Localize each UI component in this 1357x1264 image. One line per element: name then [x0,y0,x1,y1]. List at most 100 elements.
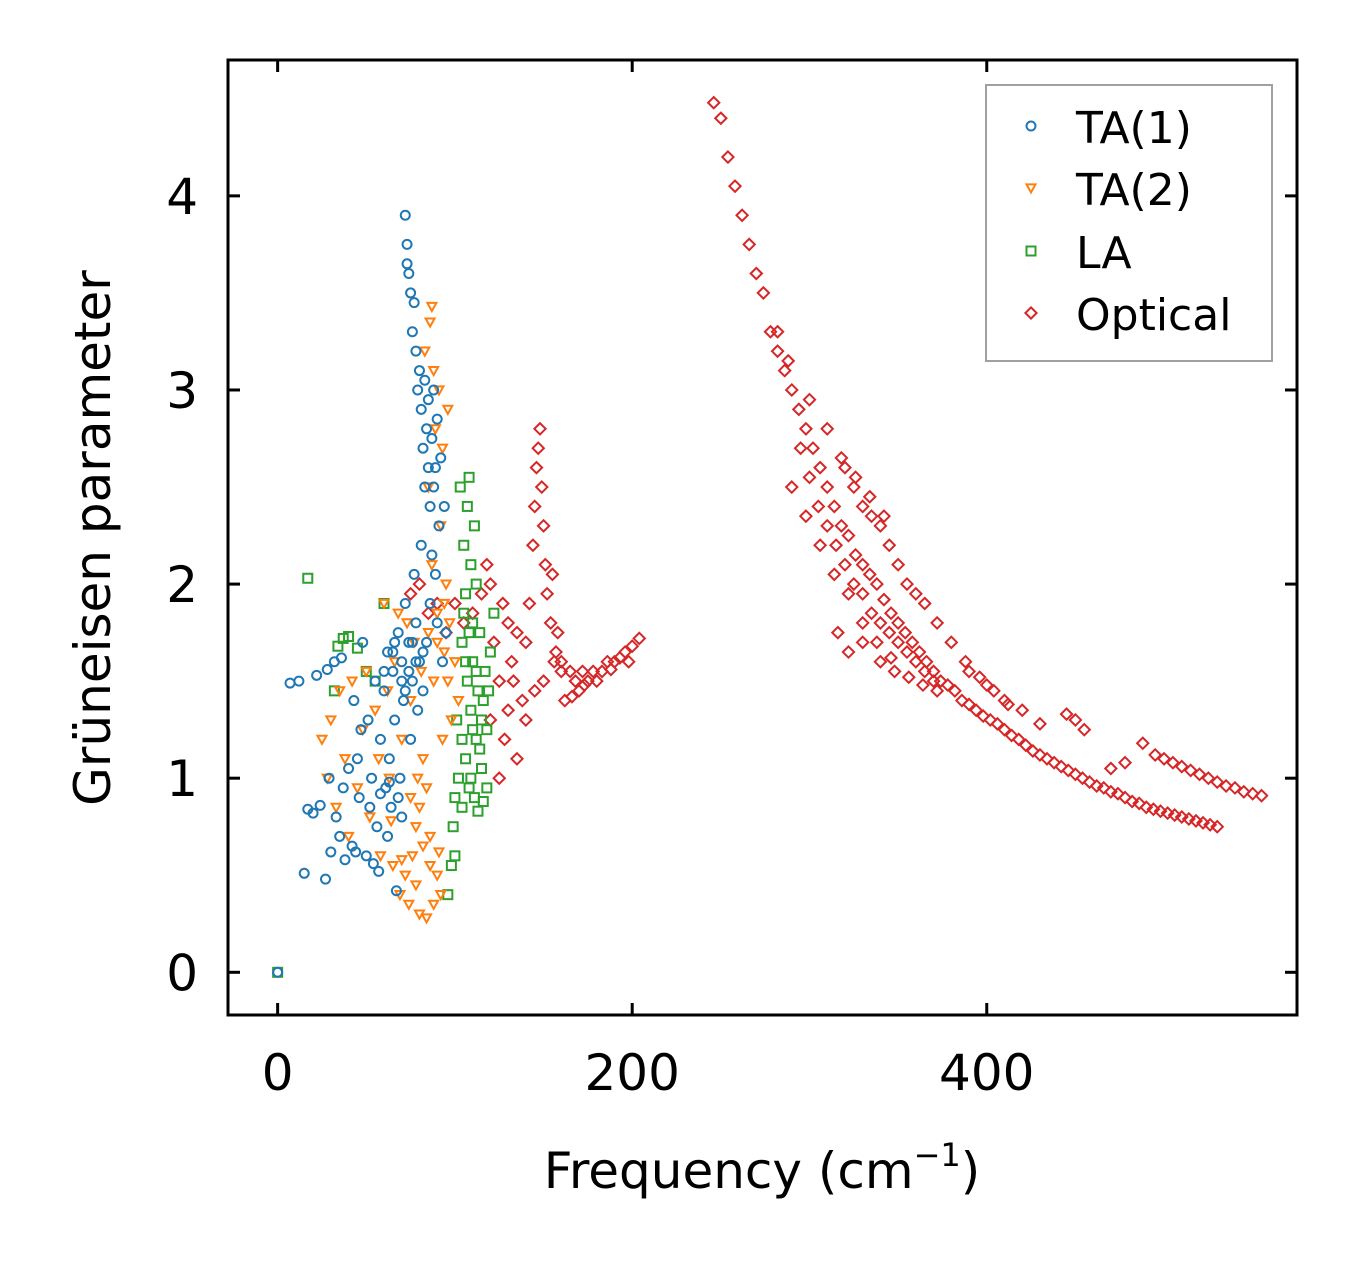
point-optical [1146,802,1161,817]
point-optical [784,382,799,398]
point-optical [869,577,884,592]
point-optical [1196,815,1211,830]
point-ta1 [421,423,433,435]
point-optical [534,479,549,495]
point-ta1 [424,597,436,609]
point-ta1 [410,345,422,357]
legend-marker-optical [1023,305,1039,321]
point-optical [536,518,551,533]
point-optical [1059,707,1074,722]
point-la [468,520,480,532]
point-ta1 [422,462,434,474]
point-optical [1117,790,1133,805]
point-ta2 [441,404,455,416]
point-ta1 [385,801,397,813]
point-la [458,607,470,619]
point-optical [1011,732,1026,747]
point-optical [864,606,879,621]
point-optical [720,150,735,165]
point-optical [756,285,771,300]
point-optical [781,353,796,368]
point-ta2 [416,754,430,766]
point-optical [784,479,799,495]
point-optical [545,567,560,582]
point-ta1 [362,714,374,726]
point-optical [509,625,525,640]
y-tick-label: 1 [166,750,198,808]
point-ta1 [373,865,385,877]
point-ta1 [406,675,418,687]
point-ta1 [403,268,415,280]
point-optical [841,644,856,660]
point-optical [1054,759,1069,774]
point-ta1 [403,665,415,677]
point-la [463,471,475,483]
point-ta1 [424,500,436,512]
point-ta1 [399,209,411,221]
point-ta1 [367,858,379,870]
point-optical [529,460,544,475]
point-optical [983,712,998,727]
point-la [456,801,468,813]
point-la [477,695,489,707]
point-optical [713,111,728,126]
point-la [447,821,459,833]
point-optical [577,677,592,693]
point-optical [837,460,852,475]
point-la [452,772,464,784]
point-optical [1183,763,1198,778]
point-optical [1203,817,1218,832]
point-ta1 [428,384,440,396]
point-ta1 [405,287,417,299]
point-optical [829,538,844,553]
point-ta2 [430,637,444,649]
point-ta1 [320,873,332,885]
point-optical [876,509,891,524]
point-optical [483,577,498,592]
point-ta1 [343,762,355,774]
point-optical [855,615,870,630]
point-ta1 [417,685,429,697]
point-optical [1032,716,1047,731]
point-ta1 [413,656,425,668]
point-optical [862,567,877,582]
point-optical [958,654,973,669]
point-optical [742,237,757,252]
point-ta1 [440,627,452,639]
legend-marker-ta2 [1024,183,1038,195]
point-optical [1160,806,1175,821]
point-ta1 [417,442,429,454]
point-ta1 [429,462,441,474]
point-ta1 [396,675,408,687]
point-la [458,539,470,551]
point-ta2 [420,913,433,925]
point-ta1 [383,753,395,765]
point-optical [522,596,537,611]
point-optical [1004,728,1019,743]
point-optical [1110,786,1125,801]
point-ta2 [436,734,449,746]
point-optical [527,499,542,514]
point-ta1 [435,452,447,464]
point-ta1 [429,568,441,580]
point-ta1 [415,539,427,551]
point-optical [1068,767,1083,782]
point-la [302,572,314,584]
point-optical [891,557,906,572]
point-optical [518,712,533,727]
point-ta2 [416,841,430,853]
data-points [272,95,1269,978]
point-optical [575,664,590,679]
point-optical [527,683,542,698]
point-ta2 [418,346,431,358]
point-optical [1125,794,1140,809]
point-la [467,724,479,736]
point-la [474,743,486,755]
point-optical [1227,780,1242,795]
point-ta1 [360,850,372,862]
point-optical [912,644,927,660]
point-optical [550,625,565,640]
point-optical [1153,804,1168,819]
point-optical [1174,759,1189,774]
